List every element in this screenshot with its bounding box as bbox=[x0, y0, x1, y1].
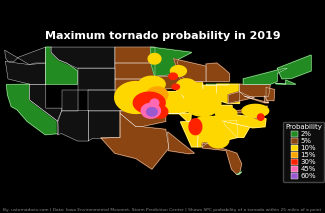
Polygon shape bbox=[245, 96, 269, 103]
Polygon shape bbox=[206, 84, 229, 86]
Polygon shape bbox=[115, 79, 161, 95]
Polygon shape bbox=[101, 113, 169, 169]
Polygon shape bbox=[181, 121, 199, 147]
Polygon shape bbox=[276, 80, 296, 84]
Polygon shape bbox=[171, 66, 187, 76]
Polygon shape bbox=[115, 47, 155, 63]
Polygon shape bbox=[158, 92, 192, 113]
Polygon shape bbox=[208, 132, 229, 148]
Polygon shape bbox=[30, 84, 62, 121]
Polygon shape bbox=[215, 120, 238, 143]
Polygon shape bbox=[5, 47, 46, 65]
Polygon shape bbox=[46, 47, 78, 84]
Polygon shape bbox=[148, 53, 161, 64]
Legend: 2%, 5%, 10%, 15%, 30%, 45%, 60%: 2%, 5%, 10%, 15%, 30%, 45%, 60% bbox=[282, 122, 324, 182]
Polygon shape bbox=[257, 114, 264, 120]
Polygon shape bbox=[202, 143, 241, 174]
Polygon shape bbox=[88, 111, 120, 141]
Polygon shape bbox=[223, 106, 267, 119]
Polygon shape bbox=[125, 95, 165, 111]
Polygon shape bbox=[184, 89, 221, 116]
Polygon shape bbox=[174, 59, 206, 82]
Polygon shape bbox=[224, 121, 250, 137]
Text: By: ustornadoes.com | Data: Iowa Environmental Mesonet, Storm Prediction Center : By: ustornadoes.com | Data: Iowa Environ… bbox=[3, 208, 321, 212]
Polygon shape bbox=[115, 82, 157, 113]
Polygon shape bbox=[155, 76, 188, 89]
Polygon shape bbox=[215, 107, 237, 120]
Polygon shape bbox=[147, 87, 168, 103]
Polygon shape bbox=[172, 84, 179, 89]
Polygon shape bbox=[152, 105, 168, 118]
Polygon shape bbox=[169, 73, 177, 79]
Polygon shape bbox=[240, 84, 270, 96]
Polygon shape bbox=[51, 47, 115, 68]
Polygon shape bbox=[150, 99, 159, 106]
Polygon shape bbox=[265, 96, 269, 103]
Polygon shape bbox=[168, 132, 194, 154]
Polygon shape bbox=[206, 63, 229, 82]
Polygon shape bbox=[243, 68, 287, 84]
Polygon shape bbox=[217, 84, 240, 103]
Polygon shape bbox=[133, 92, 165, 113]
Polygon shape bbox=[192, 116, 224, 137]
Polygon shape bbox=[188, 113, 233, 121]
Polygon shape bbox=[237, 172, 241, 174]
Polygon shape bbox=[6, 84, 58, 135]
Polygon shape bbox=[219, 113, 266, 128]
Polygon shape bbox=[58, 111, 88, 141]
Polygon shape bbox=[176, 79, 197, 95]
Polygon shape bbox=[139, 76, 165, 92]
Polygon shape bbox=[180, 82, 205, 111]
Polygon shape bbox=[6, 61, 46, 84]
Polygon shape bbox=[115, 63, 155, 79]
Polygon shape bbox=[228, 92, 254, 103]
Polygon shape bbox=[165, 113, 191, 121]
Polygon shape bbox=[202, 85, 217, 106]
Polygon shape bbox=[198, 121, 215, 147]
Polygon shape bbox=[192, 100, 232, 111]
Polygon shape bbox=[120, 111, 166, 127]
Polygon shape bbox=[78, 68, 115, 89]
Title: Maximum tornado probability in 2019: Maximum tornado probability in 2019 bbox=[45, 31, 280, 41]
Polygon shape bbox=[88, 89, 125, 111]
Polygon shape bbox=[141, 103, 160, 118]
Polygon shape bbox=[242, 104, 269, 117]
Polygon shape bbox=[277, 55, 311, 79]
Polygon shape bbox=[189, 119, 202, 135]
Polygon shape bbox=[151, 47, 192, 76]
Polygon shape bbox=[62, 89, 78, 111]
Polygon shape bbox=[147, 108, 157, 116]
Polygon shape bbox=[266, 87, 275, 101]
